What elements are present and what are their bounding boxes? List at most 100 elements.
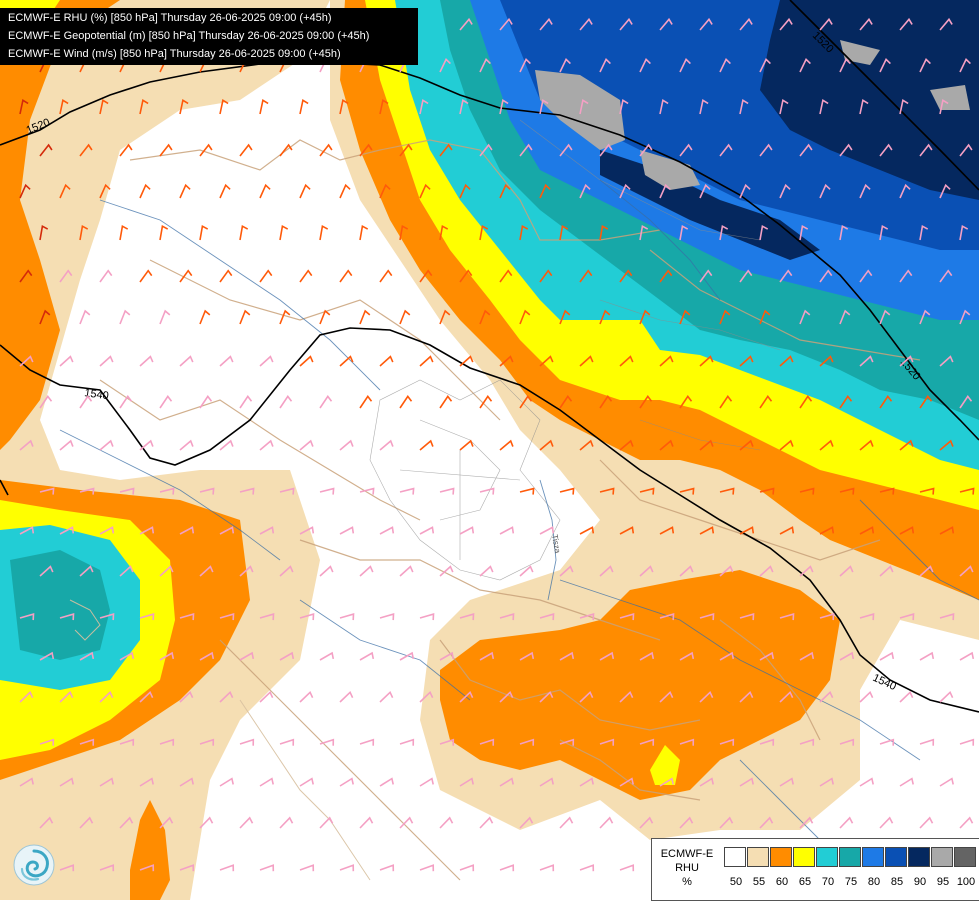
wind-barb — [259, 439, 274, 451]
wind-barb — [859, 17, 873, 31]
admin-borders — [369, 119, 781, 581]
legend-label: 95 — [936, 876, 950, 888]
wind-barb — [919, 565, 934, 577]
contour-1520-north — [0, 61, 979, 441]
wind-barb — [359, 816, 374, 829]
wind-barb — [679, 487, 695, 495]
legend-swatch — [908, 847, 930, 867]
wind-barb — [659, 777, 674, 787]
legend-label: 80 — [867, 876, 881, 888]
wind-barb — [259, 99, 269, 115]
wind-barb — [479, 309, 491, 325]
wind-barb — [19, 99, 29, 115]
wind-barb — [299, 183, 311, 199]
wind-barb — [419, 183, 431, 199]
wind-barb — [459, 17, 473, 31]
wind-barb — [959, 58, 971, 73]
wind-barb — [379, 269, 393, 283]
wind-barb — [819, 99, 829, 115]
wind-barb — [899, 269, 913, 283]
wind-barb — [939, 439, 954, 451]
wind-barb — [839, 565, 854, 577]
wind-barb — [599, 395, 613, 409]
wind-barb — [139, 864, 155, 872]
wind-barb — [559, 565, 574, 577]
wind-barb — [59, 269, 73, 283]
wind-barb — [879, 309, 891, 325]
wind-barb — [499, 99, 509, 115]
legend-label: 65 — [798, 876, 812, 888]
wind-barb — [439, 395, 453, 409]
wind-barb — [59, 183, 71, 199]
wind-barb — [359, 738, 375, 746]
wind-barb — [759, 565, 774, 577]
wind-barb — [439, 487, 455, 495]
wind-barb — [619, 269, 633, 283]
wind-barb — [699, 355, 714, 367]
wind-barb — [219, 690, 234, 703]
legend-swatch — [954, 847, 976, 867]
wind-barb — [739, 269, 753, 283]
wind-barb — [719, 395, 733, 409]
wind-barb — [379, 777, 394, 787]
legend-label: 55 — [752, 876, 766, 888]
wind-barb — [299, 439, 314, 451]
wind-barb — [99, 613, 115, 621]
legend-swatch — [724, 847, 746, 867]
wind-barb — [499, 526, 515, 535]
wind-barb — [199, 487, 215, 495]
wind-barb — [679, 651, 695, 661]
wind-barb — [459, 690, 474, 703]
wind-barb — [519, 309, 531, 325]
wind-barb — [819, 526, 835, 535]
wind-barb — [339, 183, 351, 199]
wind-barb — [959, 395, 973, 409]
wind-barb — [639, 565, 654, 577]
wind-barb — [99, 99, 109, 115]
wind-barb — [19, 613, 35, 621]
wind-barb — [139, 269, 153, 283]
wind-barb — [99, 439, 114, 451]
wind-barb — [399, 738, 415, 746]
wind-barb — [539, 439, 554, 451]
wind-barb — [359, 487, 375, 495]
wind-barb — [499, 690, 514, 703]
wind-barb — [239, 651, 255, 661]
wind-barb — [339, 439, 354, 451]
wind-barb — [359, 395, 373, 409]
wind-barb — [859, 269, 873, 283]
wind-barb — [899, 183, 911, 199]
wind-barb — [939, 269, 953, 283]
wind-barb — [179, 355, 194, 367]
wind-barb — [639, 224, 649, 241]
wind-barb — [539, 355, 554, 367]
wind-barb — [39, 143, 53, 157]
wind-barb — [739, 777, 754, 787]
wind-barb — [99, 777, 114, 787]
wind-barb — [739, 526, 755, 535]
wind-barb — [519, 487, 535, 495]
wind-barb — [299, 777, 314, 787]
wind-barb — [659, 439, 674, 451]
wind-barb — [99, 183, 111, 199]
wind-barb — [539, 269, 553, 283]
wind-barb — [79, 143, 93, 157]
wind-barb — [379, 183, 391, 199]
wind-barb — [619, 183, 631, 199]
wind-barb — [179, 526, 195, 535]
legend-swatch — [770, 847, 792, 867]
wind-barb — [219, 269, 233, 283]
wind-barb — [339, 99, 349, 115]
wind-barb — [779, 269, 793, 283]
wind-barb — [759, 816, 774, 829]
wind-barb — [39, 224, 49, 241]
wind-barb — [219, 99, 229, 115]
wind-barb — [579, 439, 594, 451]
wind-barb — [499, 864, 515, 872]
legend-label: 60 — [775, 876, 789, 888]
wind-barb — [199, 309, 211, 325]
wind-barb — [519, 143, 533, 157]
wind-barb — [39, 309, 51, 325]
wind-barb — [939, 355, 954, 367]
wind-barb — [879, 651, 895, 661]
